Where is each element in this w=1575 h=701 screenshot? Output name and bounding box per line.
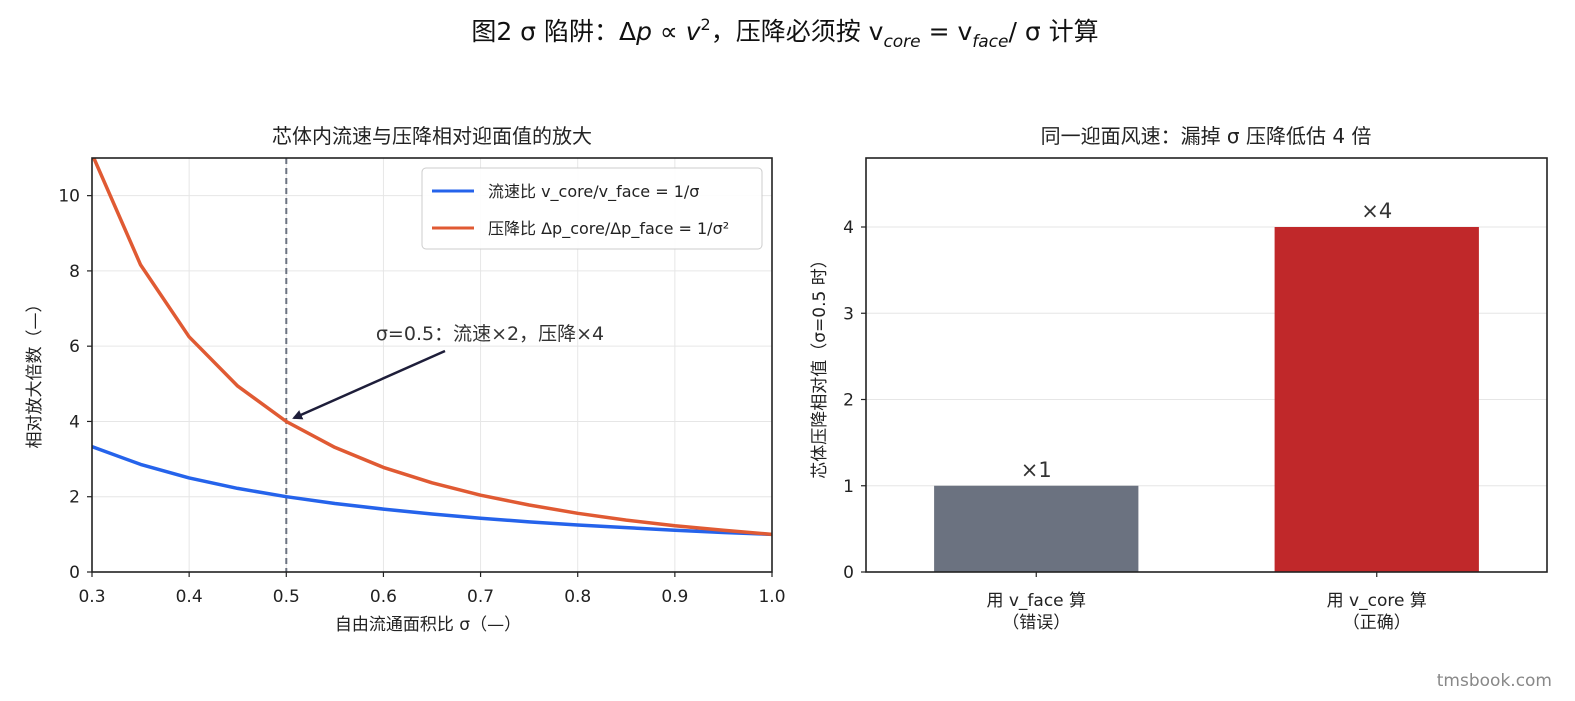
annotation-arrow [292,349,446,420]
bar-category-label: 用 v_core 算 [1327,591,1427,611]
pressure-ratio-line [92,158,772,537]
left-y-tick-label: 0 [69,563,80,583]
legend-label-velocity: 流速比 v_core/v_face = 1/σ [488,182,699,202]
bar-category-label: （正确） [1343,613,1411,633]
left-y-tick-label: 8 [69,262,80,282]
figure-title: 图2 σ 陷阱：Δp ∝ v2，压降必须按 vcore = vface/ σ 计… [471,15,1098,52]
bar-category-label: 用 v_face 算 [986,591,1086,611]
left-legend: 流速比 v_core/v_face = 1/σ 压降比 Δp_core/Δp_f… [421,167,763,250]
left-x-tick-label: 0.9 [661,587,688,607]
left-plot-frame [91,157,773,573]
legend-box [421,167,763,250]
left-x-tick-label: 0.8 [564,587,591,607]
legend-label-pressure: 压降比 Δp_core/Δp_face = 1/σ² [488,219,729,239]
right-chart-title: 同一迎面风速：漏掉 σ 压降低估 4 倍 [1041,124,1372,148]
left-y-tick-label: 6 [69,337,80,357]
right-y-tick-label: 1 [843,477,854,497]
left-line-chart: 芯体内流速与压降相对迎面值的放大 0.3 0.4 0.5 0.6 0.7 0.8 0.9 1.… [25,124,786,635]
bar-data-label: ×1 [1021,458,1052,482]
right-ticks: 0 1 2 3 4 用 v_face 算（错误） 用 v_core 算（正确） [843,218,1427,633]
annotation-text: σ=0.5：流速×2，压降×4 [376,323,604,345]
left-y-axis-label: 相对放大倍数（—） [25,296,45,449]
bar [934,485,1139,572]
left-y-tick-label: 2 [69,488,80,508]
left-y-tick-label: 10 [58,187,80,207]
left-x-tick-label: 0.7 [467,587,494,607]
left-chart-title: 芯体内流速与压降相对迎面值的放大 [272,124,592,148]
left-x-tick-label: 0.3 [78,587,105,607]
bar [1274,227,1479,572]
right-y-axis-label: 芯体压降相对值（σ=0.5 时） [810,251,830,478]
left-x-tick-label: 0.4 [176,587,203,607]
velocity-ratio-line [92,445,772,537]
right-y-tick-label: 2 [843,391,854,411]
left-y-tick-label: 4 [69,412,80,432]
footer-watermark: tmsbook.com [1437,671,1552,691]
left-x-tick-label: 0.5 [273,587,300,607]
left-x-tick-label: 0.6 [370,587,397,607]
left-x-tick-label: 1.0 [758,587,785,607]
bar-data-label: ×4 [1361,199,1392,223]
left-series [92,158,772,537]
right-bars: ×1 ×4 [934,199,1479,572]
bar-category-label: （错误） [1002,613,1070,633]
left-x-axis-label: 自由流通面积比 σ（—） [335,615,521,635]
right-y-tick-label: 3 [843,304,854,324]
left-ticks: 0.3 0.4 0.5 0.6 0.7 0.8 0.9 1.0 0 2 4 6 8 10 [58,187,785,607]
right-bar-chart: 同一迎面风速：漏掉 σ 压降低估 4 倍 0 1 2 3 4 用 v_face 算（错误）… [810,124,1548,633]
right-y-tick-label: 0 [843,563,854,583]
right-y-tick-label: 4 [843,218,854,238]
right-plot-frame [865,157,1548,573]
